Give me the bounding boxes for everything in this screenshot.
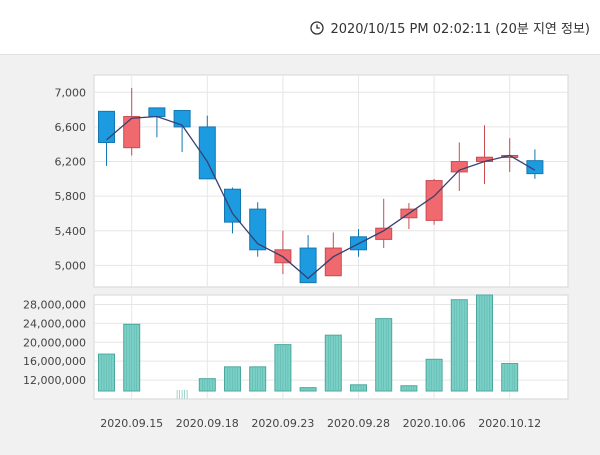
- candle: [123, 87, 141, 156]
- x-axis-label: 2020.09.18: [176, 417, 239, 430]
- volume-bar: [425, 358, 443, 392]
- volume-bar: [249, 366, 267, 392]
- volume-ytick-label: 12,000,000: [23, 374, 86, 387]
- volume-ytick-label: 20,000,000: [23, 336, 86, 349]
- volume-bar: [450, 299, 468, 392]
- volume-bar: [176, 390, 188, 399]
- clock-icon: [310, 20, 325, 35]
- candle-body: [450, 161, 468, 173]
- volume-bar: [274, 344, 292, 392]
- x-axis-label: 2020.10.12: [478, 417, 541, 430]
- volume-bar: [350, 384, 367, 392]
- candle: [375, 198, 393, 249]
- moving-average-line: [106, 115, 536, 280]
- volume-bar: [324, 334, 342, 392]
- volume-bar: [501, 363, 519, 392]
- candle: [249, 202, 267, 257]
- x-axis-label: 2020.09.23: [251, 417, 314, 430]
- price-ytick-label: 6,600: [55, 121, 87, 134]
- candle: [425, 178, 443, 225]
- price-ytick-label: 6,200: [55, 156, 87, 169]
- price-ytick-label: 7,000: [55, 86, 87, 99]
- x-axis-label: 2020.09.28: [327, 417, 390, 430]
- timestamp-text: 2020/10/15 PM 02:02:11 (20분 지연 정보): [330, 22, 590, 37]
- volume-bar: [224, 366, 241, 392]
- volume-ytick-label: 16,000,000: [23, 355, 86, 368]
- candle: [98, 110, 115, 166]
- volume-bar: [400, 385, 418, 392]
- price-ytick-label: 5,400: [55, 225, 87, 238]
- candle: [350, 229, 367, 257]
- candle: [526, 149, 544, 179]
- volume-bar: [299, 387, 317, 392]
- candle-body: [224, 188, 241, 223]
- candle-body: [526, 160, 544, 175]
- x-axis-label: 2020.09.15: [100, 417, 163, 430]
- volume-bar: [476, 294, 493, 392]
- candle-body: [123, 116, 141, 149]
- volume-bar: [198, 378, 216, 392]
- candle: [198, 115, 216, 180]
- candle-body: [375, 227, 393, 240]
- volume-bar: [375, 318, 393, 392]
- candle-body: [299, 247, 317, 284]
- volume-bar: [123, 323, 141, 392]
- header-bar: 2020/10/15 PM 02:02:11 (20분 지연 정보): [0, 0, 600, 54]
- volume-ytick-label: 28,000,000: [23, 298, 86, 311]
- timestamp: 2020/10/15 PM 02:02:11 (20분 지연 정보): [310, 18, 590, 37]
- candle: [299, 235, 317, 284]
- candle-body: [148, 107, 166, 118]
- price-ytick-label: 5,800: [55, 190, 87, 203]
- candle-body: [173, 109, 191, 128]
- candle-body: [98, 110, 115, 143]
- candle: [173, 109, 191, 153]
- candle-body: [198, 126, 216, 180]
- candle: [450, 142, 468, 191]
- price-ytick-label: 5,000: [55, 259, 87, 272]
- candle-body: [425, 180, 443, 221]
- candle: [224, 187, 241, 234]
- x-axis-label: 2020.10.06: [403, 417, 466, 430]
- volume-ytick-label: 24,000,000: [23, 317, 86, 330]
- volume-bar: [98, 353, 115, 392]
